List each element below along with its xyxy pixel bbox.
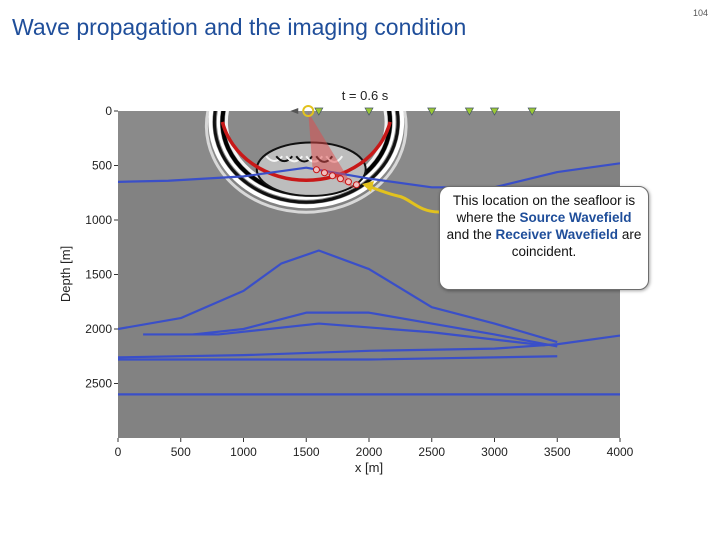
image-point-5 [344, 178, 352, 186]
x-tick-label: 1500 [293, 445, 320, 459]
y-tick-label: 0 [105, 104, 112, 118]
y-tick-label: 1000 [85, 213, 112, 227]
slide-title: Wave propagation and the imaging conditi… [12, 14, 467, 40]
wavefront-ring-1 [208, 111, 405, 209]
receiver-4 [464, 107, 475, 116]
receiver-2 [364, 107, 374, 116]
wavefront-ring-3 [216, 111, 396, 200]
image-point-1 [312, 166, 320, 174]
horizon-dome-top [118, 249, 558, 344]
callout-box: This location on the seafloor is where t… [439, 186, 649, 290]
image-point-6 [352, 181, 360, 189]
horizon-flat-2 [118, 355, 558, 361]
callout-text-end: are coincident. [511, 227, 642, 259]
receiver-3 [427, 107, 437, 116]
callout-receiver-wavefield: Receiver Wavefield [495, 227, 619, 242]
y-tick-label: 2500 [85, 377, 112, 391]
y-tick-label: 1500 [85, 268, 112, 282]
x-tick-label: 3000 [481, 445, 508, 459]
receiver-5 [489, 107, 500, 116]
callout-text-mid: and the [446, 227, 492, 242]
image-point-2 [320, 169, 328, 177]
y-tick-label: 500 [92, 159, 112, 173]
reflected-stripe-3 [285, 155, 304, 163]
y-tick-label: 2000 [85, 322, 112, 336]
x-tick-label: 0 [115, 445, 122, 459]
reflected-stripe-1 [265, 155, 284, 162]
page-number: 104 [692, 8, 708, 18]
receiver-6 [527, 107, 537, 116]
horizon-dome-base [143, 322, 545, 347]
y-axis-label: Depth [m] [58, 246, 73, 302]
source-direction-icon [290, 108, 299, 114]
x-tick-label: 4000 [607, 445, 634, 459]
wavefront-ring-2 [212, 111, 400, 204]
image-point-3 [328, 172, 336, 180]
x-tick-label: 2000 [356, 445, 383, 459]
source-wavefield-red [220, 121, 392, 182]
x-tick-label: 2500 [418, 445, 445, 459]
chart-title: t = 0.6 s [342, 88, 389, 103]
receiver-1 [314, 107, 324, 116]
x-tick-label: 500 [171, 445, 191, 459]
source-marker [302, 105, 315, 117]
horizon-flat-1 [118, 334, 620, 359]
x-tick-label: 3500 [544, 445, 571, 459]
reflected-stripe-4 [295, 155, 314, 163]
x-tick-label: 1000 [230, 445, 257, 459]
image-point-4 [336, 175, 344, 183]
horizon-seafloor [118, 162, 620, 189]
callout-text-intro: This location on the seafloor is where t… [452, 193, 636, 225]
callout-source-wavefield: Source Wavefield [519, 210, 632, 225]
x-axis-label: x [m] [355, 460, 383, 475]
horizon-dome-mid [193, 311, 558, 348]
wavefront-halo [204, 111, 408, 214]
reflected-stripe-2 [275, 155, 294, 163]
